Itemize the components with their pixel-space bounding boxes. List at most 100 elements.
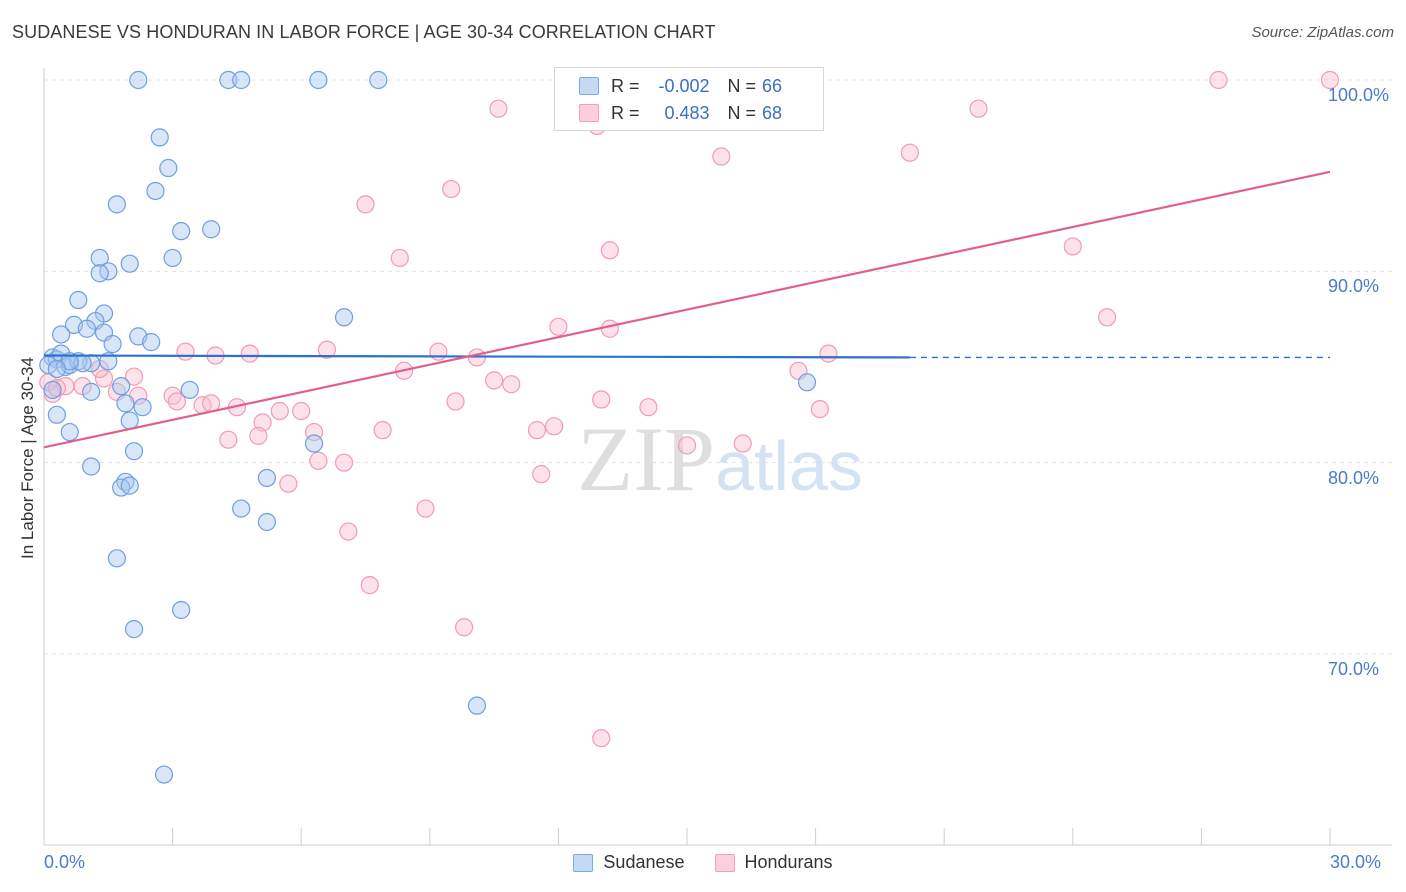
sudanese-point[interactable] xyxy=(304,434,324,453)
sudanese-point[interactable] xyxy=(69,290,88,310)
sudanese-point[interactable] xyxy=(90,248,109,268)
honduran-point[interactable] xyxy=(527,421,547,440)
honduran-point[interactable] xyxy=(446,392,465,411)
honduran-point[interactable] xyxy=(1209,70,1228,90)
honduran-point[interactable] xyxy=(532,465,551,484)
sudanese-point[interactable] xyxy=(797,373,817,392)
honduran-point[interactable] xyxy=(416,499,435,518)
honduran-point[interactable] xyxy=(1097,308,1117,327)
honduran-point[interactable] xyxy=(969,99,988,118)
sudanese-point[interactable] xyxy=(60,422,79,442)
honduran-point[interactable] xyxy=(639,398,658,417)
sudanese-point[interactable] xyxy=(124,442,144,461)
sudanese-point[interactable] xyxy=(163,248,182,268)
sudanese-n-label: N = xyxy=(727,75,757,96)
honduran-point[interactable] xyxy=(819,344,838,363)
hondurans-swatch xyxy=(579,104,599,122)
honduran-point[interactable] xyxy=(1320,70,1340,90)
sudanese-point[interactable] xyxy=(77,319,96,338)
honduran-point[interactable] xyxy=(292,401,311,421)
honduran-point[interactable] xyxy=(592,729,611,748)
sudanese-point[interactable] xyxy=(107,195,126,214)
honduran-point[interactable] xyxy=(600,241,619,260)
honduran-point[interactable] xyxy=(712,147,731,166)
sudanese-point[interactable] xyxy=(120,411,139,430)
sudanese-point[interactable] xyxy=(52,325,71,344)
honduran-point[interactable] xyxy=(94,369,114,388)
sudanese-point[interactable] xyxy=(159,158,178,178)
sudanese-point[interactable] xyxy=(150,128,169,147)
sudanese-point[interactable] xyxy=(47,359,66,379)
sudanese-point[interactable] xyxy=(90,264,109,283)
honduran-point[interactable] xyxy=(249,426,268,445)
honduran-point[interactable] xyxy=(334,453,354,472)
sudanese-point[interactable] xyxy=(120,476,139,495)
sudanese-point[interactable] xyxy=(309,70,328,90)
sudanese-point[interactable] xyxy=(103,334,122,354)
sudanese-point[interactable] xyxy=(146,181,165,201)
sudanese-point[interactable] xyxy=(232,499,251,518)
honduran-point[interactable] xyxy=(253,413,272,432)
sudanese-point[interactable] xyxy=(180,380,199,400)
sudanese-point[interactable] xyxy=(120,254,139,273)
honduran-point[interactable] xyxy=(485,371,504,390)
honduran-point[interactable] xyxy=(279,474,298,493)
sudanese-point[interactable] xyxy=(202,220,221,239)
honduran-point[interactable] xyxy=(176,342,195,361)
honduran-point[interactable] xyxy=(442,179,461,199)
hondurans-r-label: R = xyxy=(611,102,640,123)
sudanese-point[interactable] xyxy=(82,382,101,401)
honduran-point[interactable] xyxy=(339,522,358,541)
honduran-point[interactable] xyxy=(429,342,448,361)
legend-item-hondurans[interactable]: Hondurans xyxy=(714,852,833,873)
honduran-point[interactable] xyxy=(240,344,259,363)
honduran-point[interactable] xyxy=(677,436,697,455)
sudanese-point[interactable] xyxy=(334,308,354,327)
honduran-point[interactable] xyxy=(309,451,328,470)
sudanese-point[interactable] xyxy=(82,457,101,476)
honduran-point[interactable] xyxy=(502,375,521,394)
honduran-point[interactable] xyxy=(900,143,920,162)
sudanese-point[interactable] xyxy=(154,765,174,784)
sudanese-point[interactable] xyxy=(232,70,251,90)
sudanese-point[interactable] xyxy=(133,398,152,417)
sudanese-point[interactable] xyxy=(107,549,126,568)
honduran-point[interactable] xyxy=(356,195,375,214)
sudanese-point[interactable] xyxy=(467,696,487,715)
sudanese-point[interactable] xyxy=(124,620,144,639)
sudanese-point[interactable] xyxy=(172,222,191,241)
sudanese-point[interactable] xyxy=(142,333,161,352)
sudanese-point[interactable] xyxy=(257,468,277,488)
honduran-point[interactable] xyxy=(317,340,337,359)
honduran-point[interactable] xyxy=(124,367,144,386)
sudanese-point[interactable] xyxy=(47,405,66,424)
honduran-point[interactable] xyxy=(390,248,409,268)
honduran-point[interactable] xyxy=(360,576,379,595)
sudanese-point[interactable] xyxy=(112,377,131,396)
legend-item-sudanese[interactable]: Sudanese xyxy=(573,852,685,873)
sudanese-point[interactable] xyxy=(172,600,191,620)
sudanese-point[interactable] xyxy=(43,380,62,400)
honduran-point[interactable] xyxy=(489,99,508,118)
honduran-point[interactable] xyxy=(545,417,564,436)
honduran-point[interactable] xyxy=(549,317,568,336)
honduran-point[interactable] xyxy=(592,390,611,409)
honduran-point[interactable] xyxy=(1063,237,1082,256)
hondurans-trend-line xyxy=(43,170,1331,449)
honduran-point[interactable] xyxy=(600,319,619,338)
honduran-point[interactable] xyxy=(373,421,392,440)
honduran-point[interactable] xyxy=(810,399,829,419)
sudanese-point[interactable] xyxy=(99,352,118,371)
honduran-point[interactable] xyxy=(454,618,474,637)
hondurans-legend-swatch xyxy=(714,853,735,872)
sudanese-point[interactable] xyxy=(116,394,135,413)
honduran-point[interactable] xyxy=(270,401,289,421)
honduran-point[interactable] xyxy=(733,434,752,453)
sudanese-point[interactable] xyxy=(257,512,277,532)
sudanese-point[interactable] xyxy=(129,70,148,90)
sudanese-point[interactable] xyxy=(219,70,238,90)
honduran-point[interactable] xyxy=(167,392,186,411)
sudanese-point[interactable] xyxy=(369,70,388,90)
watermark-atlas: atlas xyxy=(715,427,863,505)
honduran-point[interactable] xyxy=(219,430,238,449)
